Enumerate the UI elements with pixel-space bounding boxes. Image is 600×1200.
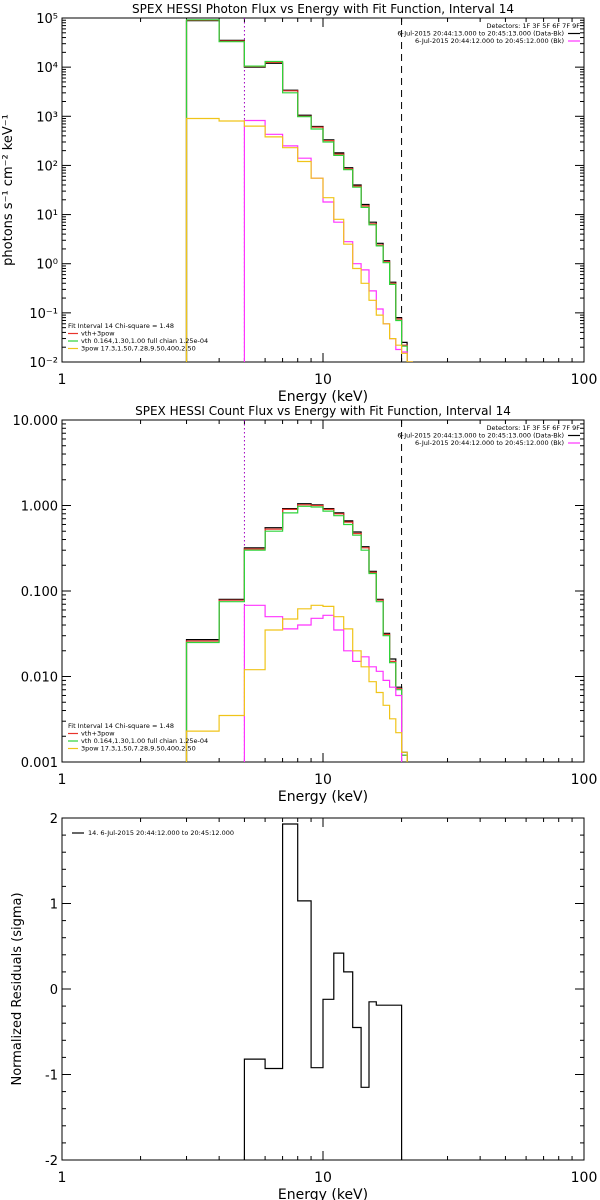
- series-bpow_alt: [185, 604, 408, 762]
- series-data: [185, 503, 408, 762]
- y-tick-label: 10⁴: [36, 61, 58, 76]
- series-bpow_alt: [185, 117, 413, 362]
- x-axis-label: Energy (keV): [278, 1187, 368, 1200]
- x-tick-label: 100: [571, 1170, 598, 1186]
- series-vth: [185, 505, 408, 762]
- series-vth: [185, 19, 408, 362]
- x-tick-label: 1: [58, 772, 67, 788]
- x-tick-label: 1: [58, 372, 67, 388]
- series-group: [185, 19, 413, 362]
- y-tick-label: 10³: [36, 110, 58, 125]
- y-tick-label: 2: [50, 812, 58, 827]
- y-tick-label: 10¹: [36, 209, 58, 224]
- x-tick-label: 100: [571, 372, 598, 388]
- y-tick-label: 0.100: [21, 585, 58, 600]
- y-tick-label: 10.000: [13, 414, 59, 429]
- x-tick-label: 100: [571, 772, 598, 788]
- photon-panel: SPEX HESSI Photon Flux vs Energy with Fi…: [1, 2, 597, 405]
- count-panel: SPEX HESSI Count Flux vs Energy with Fit…: [13, 404, 598, 805]
- x-tick-label: 1: [58, 1170, 67, 1186]
- series-residuals: [243, 823, 403, 1160]
- y-tick-label: 10²: [36, 159, 58, 174]
- x-tick-label: 10: [314, 372, 332, 388]
- header-line: 6-Jul-2015 20:44:13.000 to 20:45:13.000 …: [397, 30, 564, 38]
- y-tick-label: -1: [45, 1069, 58, 1084]
- y-tick-label: 1: [50, 898, 58, 913]
- header-line: Detectors: 1F 3F 5F 6F 7F 9F: [486, 22, 580, 30]
- legend-entry: vth 0.164,1.30,1.00 full chian 1.25e-04: [81, 337, 208, 345]
- y-tick-label: 10⁻²: [29, 356, 58, 371]
- legend-entry: vth+3pow: [81, 330, 115, 338]
- y-tick-label: 0.001: [21, 756, 58, 771]
- y-tick-label: 10⁻¹: [29, 307, 58, 322]
- header-line: 6-Jul-2015 20:44:12.000 to 20:45:12.000 …: [415, 439, 564, 447]
- resid-panel: 1 10 100 Energy (keV) -2 -1 0 1 2 Normalized Resi…: [10, 812, 597, 1200]
- legend-entry: vth+3pow: [81, 730, 115, 738]
- plot-frame: [61, 419, 585, 763]
- y-axis-label: Normalized Residuals (sigma): [10, 892, 25, 1085]
- series-total: [185, 504, 408, 762]
- legend-title: Fit Interval 14 Chi-square = 1.48: [68, 322, 174, 330]
- y-tick-label: 0: [50, 983, 58, 998]
- series-group: [243, 823, 403, 1160]
- legend-entry: 14. 6-Jul-2015 20:44:12.000 to 20:45:12.…: [88, 829, 234, 837]
- chart-title: SPEX HESSI Photon Flux vs Energy with Fi…: [132, 2, 514, 16]
- legend-entry: 3pow 17.3,1.50,7.28,9.50,400,2.50: [81, 345, 196, 353]
- y-tick-label: 10⁵: [36, 12, 58, 27]
- y-tick-label: 0.010: [21, 671, 58, 686]
- legend-title: Fit Interval 14 Chi-square = 1.48: [68, 722, 174, 730]
- legend-entry: 3pow 17.3,1.50,7.28,9.50,400,2.50: [81, 745, 196, 753]
- x-axis-label: Energy (keV): [278, 789, 368, 805]
- y-axis-label: photons s⁻¹ cm⁻² keV⁻¹: [1, 114, 16, 266]
- header-line: 6-Jul-2015 20:44:13.000 to 20:45:13.000 …: [397, 432, 564, 440]
- header-line: 6-Jul-2015 20:44:12.000 to 20:45:12.000 …: [415, 37, 564, 45]
- legend-entry: vth 0.164,1.30,1.00 full chian 1.25e-04: [81, 737, 208, 745]
- y-tick-label: -2: [45, 1154, 58, 1169]
- x-axis-label: Energy (keV): [278, 389, 368, 405]
- series-bpow: [243, 604, 403, 762]
- chart-title: SPEX HESSI Count Flux vs Energy with Fit…: [135, 404, 511, 418]
- plot-frame: [61, 817, 585, 1161]
- x-tick-label: 10: [314, 1170, 332, 1186]
- x-tick-label: 10: [314, 772, 332, 788]
- series-group: [185, 503, 408, 762]
- y-tick-label: 10⁰: [36, 258, 58, 273]
- header-line: Detectors: 1F 3F 5F 6F 7F 9F: [486, 424, 580, 432]
- y-tick-label: 1.000: [21, 500, 58, 515]
